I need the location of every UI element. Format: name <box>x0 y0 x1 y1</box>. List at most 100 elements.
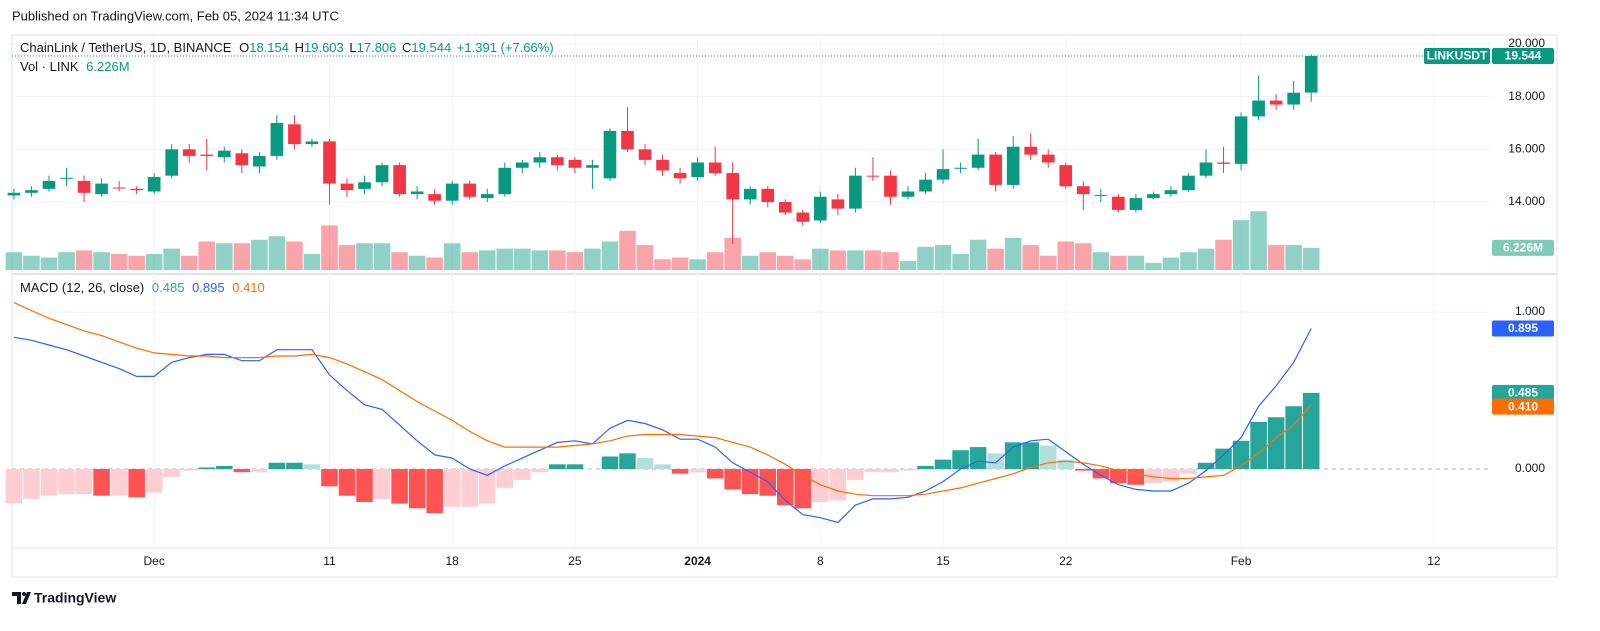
volume-bar <box>1092 252 1110 270</box>
candle-body <box>1006 146 1020 185</box>
macd-histogram-bar <box>531 469 549 473</box>
volume-bar <box>584 248 601 270</box>
ticker-badge-bg <box>1424 47 1490 64</box>
volume-bar <box>812 248 829 270</box>
macd-histogram-bar <box>601 456 619 470</box>
candle-body <box>1024 146 1038 155</box>
macd-histogram-bar <box>1162 469 1180 482</box>
candle-body <box>130 188 143 191</box>
candle-body <box>445 183 459 201</box>
volume-bar <box>934 245 952 270</box>
volume-bar <box>23 255 40 270</box>
macd-legend: MACD (12, 26, close) 0.485 0.895 0.410 <box>20 280 265 295</box>
volume-bar <box>514 248 531 270</box>
x-tick-label: Dec <box>144 554 165 568</box>
candle-body <box>375 165 389 183</box>
macd-histogram-bar <box>145 469 163 493</box>
candle-body <box>1094 194 1108 196</box>
candle-body <box>95 183 108 195</box>
candle-body <box>1164 190 1178 195</box>
candle-body <box>112 187 126 189</box>
candle-body <box>954 167 967 169</box>
x-tick-label: 18 <box>446 554 460 568</box>
macd-histogram-bar <box>443 469 461 507</box>
candle-body <box>621 130 634 150</box>
candle-body <box>533 157 547 163</box>
candle-body <box>1234 116 1248 164</box>
volume-bar <box>180 255 198 270</box>
x-tick-label: 11 <box>323 554 336 568</box>
x-tick-label: 8 <box>817 554 824 568</box>
close-value: 19.544 <box>411 40 451 55</box>
chart-frame <box>11 34 1558 578</box>
candle-body <box>796 212 810 222</box>
volume-badge-bg <box>1492 239 1554 256</box>
volume-bar <box>952 253 969 270</box>
ticker-badge: LINKUSDT <box>1427 49 1488 63</box>
candle-body <box>831 199 845 209</box>
candle-body <box>217 150 231 158</box>
macd-histogram-bar <box>5 469 23 504</box>
volume-bar <box>461 252 478 270</box>
volume-bar <box>303 253 321 270</box>
signal-badge: 0.410 <box>1508 399 1538 413</box>
volume-bar <box>216 243 233 270</box>
volume-bar <box>1302 247 1320 270</box>
macd-histogram-bar <box>1232 440 1250 470</box>
macd-histogram-bar <box>1004 442 1022 470</box>
volume-bar <box>1250 211 1267 270</box>
candle-body <box>1129 198 1143 210</box>
volume-bar <box>636 245 654 270</box>
macd-histogram-bar <box>566 464 584 470</box>
macd-histogram-bar <box>338 469 356 496</box>
volume-bar <box>531 250 549 270</box>
candle-body <box>849 175 862 209</box>
volume-bar <box>689 259 706 270</box>
macd-title: MACD (12, 26, close) <box>20 280 144 295</box>
macd-histogram-bar <box>1022 442 1039 470</box>
candle-body <box>691 162 704 178</box>
candle-body <box>358 182 371 189</box>
volume-bar <box>566 252 584 270</box>
macd-tick-label: 1.000 <box>1515 304 1545 318</box>
price-badge: 19.544 <box>1505 49 1542 63</box>
macd-histogram-bar <box>321 469 338 487</box>
macd-histogram-bar <box>198 467 216 470</box>
candle-body <box>498 167 512 195</box>
candle-body <box>1112 196 1125 210</box>
candle-body <box>866 175 880 177</box>
candle-body <box>200 154 214 156</box>
volume-bar <box>75 250 93 270</box>
candle-body <box>1147 194 1160 199</box>
volume-bar <box>321 225 338 270</box>
volume-bar <box>93 252 110 270</box>
macd-histogram-bar <box>251 469 268 473</box>
volume-bar <box>198 241 216 270</box>
volume-bar <box>1232 220 1250 270</box>
volume-bar <box>847 250 864 270</box>
candle-body <box>288 124 301 145</box>
candle-body <box>393 165 406 195</box>
volume-bar <box>373 243 391 270</box>
volume-bar <box>917 246 934 270</box>
candle-body <box>603 130 617 179</box>
candle-body <box>884 175 897 197</box>
y-tick-label: 20.000 <box>1508 36 1545 50</box>
volume-bar <box>251 239 268 270</box>
macd-histogram-bar <box>671 469 689 474</box>
macd-histogram-bar <box>706 469 724 479</box>
candle-body <box>1041 154 1055 163</box>
candle-body <box>253 155 266 167</box>
volume-bar <box>741 255 759 270</box>
candle-body <box>971 154 985 168</box>
volume-bar <box>619 230 636 270</box>
macd-histogram-bar <box>689 469 706 473</box>
macd-histogram-bar <box>58 469 75 495</box>
macd-histogram-bar <box>1110 469 1127 484</box>
symbol: ChainLink / TetherUS, 1D, BINANCE <box>20 40 232 55</box>
volume-bar <box>443 243 461 270</box>
macd-histogram-bar <box>408 469 426 509</box>
volume-bar <box>1022 245 1039 270</box>
volume-bar <box>601 241 619 270</box>
candle-body <box>480 194 494 199</box>
